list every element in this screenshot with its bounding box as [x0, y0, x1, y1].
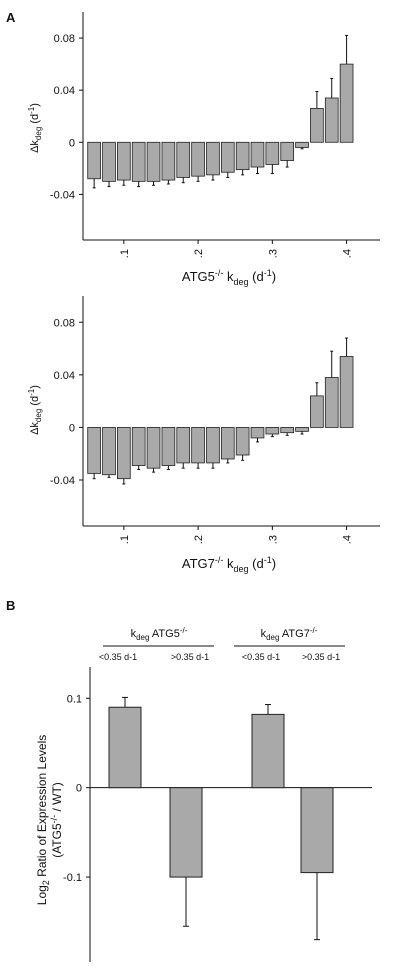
svg-text:(ATG5-/- / WT): (ATG5-/- / WT)	[49, 782, 64, 858]
x-tick-label: .2	[193, 535, 205, 544]
chart-atg7-delta-kdeg: Δkdeg (d-1) ATG7-/- kdeg (d-1) 0.08 0.04 0…	[27, 296, 380, 574]
bar	[250, 141, 265, 168]
y-tick-label: 0	[76, 783, 82, 795]
bar	[206, 427, 220, 464]
bar	[176, 427, 191, 464]
y-tick-label: 0.08	[54, 317, 75, 329]
bar	[161, 141, 176, 181]
bar	[161, 427, 176, 466]
bar	[280, 141, 295, 161]
bar	[191, 141, 205, 177]
category-label: <0.35 d-1	[242, 652, 280, 662]
group-header-atg7: kdeg ATG7-/-	[234, 626, 345, 647]
bar	[169, 787, 203, 878]
y-axis-label: Δkdeg (d-1)	[27, 385, 43, 435]
x-tick-label: .4	[342, 249, 354, 258]
x-tick-label: .3	[267, 535, 279, 544]
bar	[310, 108, 324, 143]
chart-expression-ratio: kdeg ATG5-/- kdeg ATG7-/- Log2 Ratio of …	[35, 626, 372, 962]
y-tick-label: 0.08	[54, 33, 75, 45]
bar	[131, 427, 146, 466]
svg-text:kdeg ATG5-/-: kdeg ATG5-/-	[131, 626, 188, 642]
svg-text:Δkdeg (d-1): Δkdeg (d-1)	[27, 103, 43, 153]
x-tick-label: .4	[342, 535, 354, 544]
x-tick-label: .3	[267, 249, 279, 258]
bar	[131, 141, 146, 182]
y-tick-label: 0	[69, 422, 75, 434]
y-tick-label: -0.04	[50, 475, 75, 487]
group-header-atg5: kdeg ATG5-/-	[103, 626, 214, 647]
chart-atg5-delta-kdeg: Δkdeg (d-1) ATG5-/- kdeg (d-1) 0.08 0.04 0…	[27, 12, 380, 287]
svg-text:ATG5-/- kdeg (d-1): ATG5-/- kdeg (d-1)	[182, 268, 276, 287]
x-tick-label: .1	[119, 535, 131, 544]
svg-text:ATG7-/- kdeg (d-1): ATG7-/- kdeg (d-1)	[182, 555, 276, 574]
bar	[265, 141, 280, 165]
bar	[146, 427, 161, 469]
y-tick-label: 0	[69, 137, 75, 149]
bar	[295, 141, 309, 148]
category-label: >0.35 d-1	[302, 652, 340, 662]
bar	[220, 427, 235, 460]
bar	[117, 141, 131, 181]
bar	[265, 427, 280, 435]
bar	[324, 97, 339, 143]
y-tick-label: -0.1	[63, 872, 82, 884]
bar	[176, 141, 191, 178]
category-label: >0.35 d-1	[171, 652, 209, 662]
bar	[87, 141, 101, 180]
y-axis-label: Log2 Ratio of Expression Levels	[35, 735, 51, 905]
y-tick-label: 0.04	[54, 370, 75, 382]
x-axis-label: ATG5-/- kdeg (d-1)	[182, 268, 276, 287]
y-tick-label: 0.1	[67, 693, 82, 705]
x-axis-label: ATG7-/- kdeg (d-1)	[182, 555, 276, 574]
svg-text:Log2 Ratio of Expression Level: Log2 Ratio of Expression Levels	[35, 735, 51, 905]
y-tick-label: 0.04	[54, 85, 75, 97]
bar	[117, 427, 131, 480]
bar	[300, 787, 334, 874]
bar	[339, 63, 354, 143]
x-tick-label: .1	[119, 249, 131, 258]
bar	[235, 141, 250, 171]
panel-label-a: A	[6, 10, 16, 25]
y-axis-label: Δkdeg (d-1)	[27, 103, 43, 153]
panel-label-b: B	[6, 598, 15, 613]
bar	[146, 141, 161, 182]
bar	[251, 713, 285, 789]
category-label: <0.35 d-1	[99, 652, 137, 662]
y-axis-label-2: (ATG5-/- / WT)	[49, 782, 64, 858]
bar	[102, 427, 116, 476]
bar	[324, 377, 339, 428]
bar	[108, 706, 142, 789]
bar	[310, 395, 324, 428]
bar	[191, 427, 205, 464]
bar	[102, 141, 116, 182]
bar	[280, 427, 295, 434]
bar	[250, 427, 265, 439]
svg-text:Δkdeg (d-1): Δkdeg (d-1)	[27, 385, 43, 435]
bar	[206, 141, 220, 176]
bar	[220, 141, 235, 173]
bar	[295, 427, 309, 432]
bar	[235, 427, 250, 456]
bar	[339, 356, 354, 428]
bar	[87, 427, 101, 474]
svg-text:kdeg ATG7-/-: kdeg ATG7-/-	[261, 626, 318, 642]
y-tick-label: -0.04	[50, 189, 75, 201]
x-tick-label: .2	[193, 249, 205, 258]
